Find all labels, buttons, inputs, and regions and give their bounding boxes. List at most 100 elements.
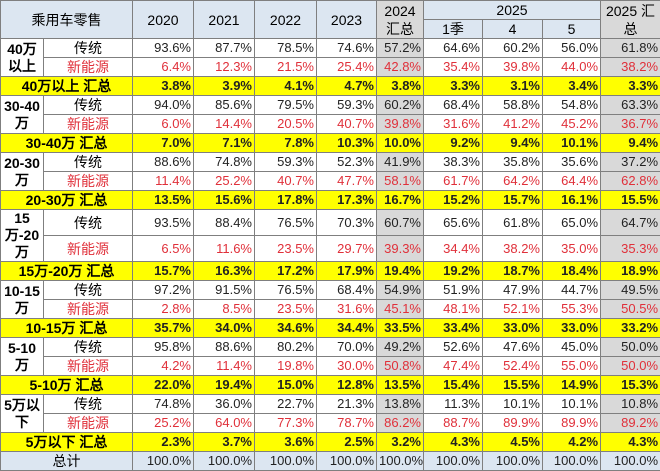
share-cell: 74.6% <box>317 39 377 58</box>
powertrain-label: 新能源 <box>44 172 133 191</box>
summary-cell: 3.2% <box>377 433 424 452</box>
share-cell: 89.9% <box>543 414 601 433</box>
share-cell: 45.2% <box>543 115 601 134</box>
share-cell: 89.2% <box>601 414 660 433</box>
summary-cell: 16.3% <box>194 262 255 281</box>
summary-label: 20-30万 汇总 <box>1 191 133 210</box>
share-cell: 21.3% <box>317 395 377 414</box>
summary-cell: 9.4% <box>601 134 660 153</box>
summary-cell: 14.9% <box>543 376 601 395</box>
share-cell: 47.9% <box>483 281 543 300</box>
summary-cell: 12.8% <box>317 376 377 395</box>
summary-cell: 3.8% <box>377 77 424 96</box>
summary-cell: 15.3% <box>601 376 660 395</box>
summary-cell: 18.4% <box>543 262 601 281</box>
price-band-label: 15万-20万 <box>1 210 44 262</box>
share-cell: 85.6% <box>194 96 255 115</box>
share-cell: 60.7% <box>377 210 424 236</box>
summary-cell: 4.7% <box>317 77 377 96</box>
summary-cell: 33.2% <box>601 319 660 338</box>
powertrain-label: 传统 <box>44 153 133 172</box>
col-2025-q1: 1季 <box>424 20 483 39</box>
share-cell: 88.6% <box>194 338 255 357</box>
share-cell: 54.9% <box>377 281 424 300</box>
share-cell: 50.0% <box>601 338 660 357</box>
share-cell: 79.5% <box>255 96 317 115</box>
share-cell: 41.9% <box>377 153 424 172</box>
summary-cell: 15.2% <box>424 191 483 210</box>
summary-cell: 2.5% <box>317 433 377 452</box>
share-cell: 35.4% <box>424 58 483 77</box>
share-cell: 80.2% <box>255 338 317 357</box>
total-cell: 100.0% <box>377 452 424 471</box>
summary-cell: 19.4% <box>194 376 255 395</box>
share-cell: 11.4% <box>194 357 255 376</box>
share-cell: 88.4% <box>194 210 255 236</box>
share-cell: 10.1% <box>543 395 601 414</box>
share-cell: 87.7% <box>194 39 255 58</box>
total-cell: 100.0% <box>255 452 317 471</box>
powertrain-label: 传统 <box>44 338 133 357</box>
share-cell: 93.6% <box>133 39 194 58</box>
share-cell: 6.5% <box>133 236 194 262</box>
share-cell: 36.0% <box>194 395 255 414</box>
share-cell: 74.8% <box>133 395 194 414</box>
price-band-label: 5万以下 <box>1 395 44 433</box>
summary-cell: 19.4% <box>377 262 424 281</box>
summary-cell: 18.7% <box>483 262 543 281</box>
share-cell: 70.3% <box>317 210 377 236</box>
summary-cell: 3.1% <box>483 77 543 96</box>
share-cell: 19.8% <box>255 357 317 376</box>
share-cell: 38.3% <box>424 153 483 172</box>
share-cell: 11.6% <box>194 236 255 262</box>
share-cell: 59.3% <box>255 153 317 172</box>
summary-label: 5万以下 汇总 <box>1 433 133 452</box>
col-2023: 2023 <box>317 1 377 39</box>
share-cell: 52.3% <box>317 153 377 172</box>
share-cell: 44.7% <box>543 281 601 300</box>
powertrain-label: 传统 <box>44 39 133 58</box>
share-cell: 10.8% <box>601 395 660 414</box>
share-cell: 64.6% <box>424 39 483 58</box>
share-cell: 13.8% <box>377 395 424 414</box>
summary-cell: 3.7% <box>194 433 255 452</box>
share-cell: 88.7% <box>424 414 483 433</box>
share-cell: 94.0% <box>133 96 194 115</box>
share-cell: 51.9% <box>424 281 483 300</box>
summary-cell: 2.3% <box>133 433 194 452</box>
share-cell: 6.0% <box>133 115 194 134</box>
share-cell: 54.8% <box>543 96 601 115</box>
share-cell: 61.7% <box>424 172 483 191</box>
share-cell: 47.4% <box>424 357 483 376</box>
share-cell: 61.8% <box>601 39 660 58</box>
col-2021: 2021 <box>194 1 255 39</box>
price-band-label: 5-10万 <box>1 338 44 376</box>
share-cell: 44.0% <box>543 58 601 77</box>
share-cell: 49.2% <box>377 338 424 357</box>
total-cell: 100.0% <box>133 452 194 471</box>
price-band-label: 40万以上 <box>1 39 44 77</box>
powertrain-label: 传统 <box>44 281 133 300</box>
share-cell: 63.3% <box>601 96 660 115</box>
share-cell: 40.7% <box>317 115 377 134</box>
summary-cell: 4.1% <box>255 77 317 96</box>
col-2025: 2025 <box>424 1 601 20</box>
share-cell: 50.0% <box>601 357 660 376</box>
share-cell: 60.2% <box>483 39 543 58</box>
share-cell: 20.5% <box>255 115 317 134</box>
share-cell: 39.8% <box>377 115 424 134</box>
